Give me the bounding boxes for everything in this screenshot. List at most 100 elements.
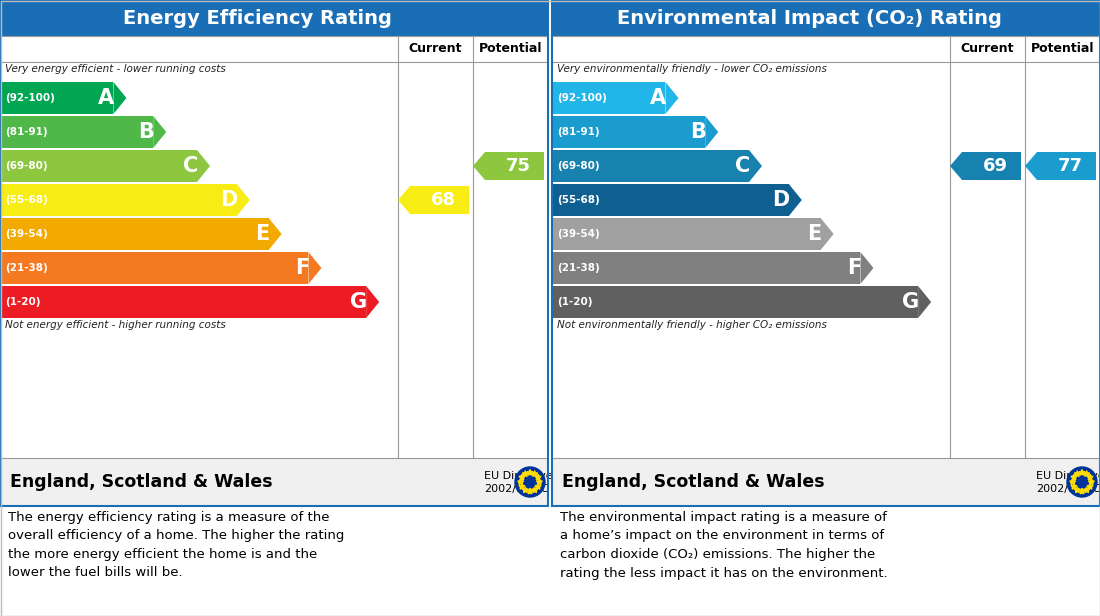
- Polygon shape: [236, 184, 250, 216]
- Bar: [0, 218, 268, 250]
- Text: E: E: [807, 224, 822, 244]
- Text: (1-20): (1-20): [557, 297, 593, 307]
- Text: 75: 75: [506, 157, 531, 175]
- Bar: [0, 82, 113, 114]
- Polygon shape: [1084, 471, 1090, 477]
- Text: EU Directive: EU Directive: [1036, 471, 1100, 481]
- Text: (69-80): (69-80): [557, 161, 600, 171]
- Text: (1-20): (1-20): [6, 297, 41, 307]
- Polygon shape: [918, 286, 932, 318]
- Text: F: F: [847, 258, 861, 278]
- Text: EU Directive: EU Directive: [484, 471, 553, 481]
- Text: Current: Current: [960, 43, 1014, 55]
- Text: (81-91): (81-91): [6, 127, 47, 137]
- Polygon shape: [1084, 487, 1090, 493]
- Text: D: D: [772, 190, 790, 210]
- Text: (39-54): (39-54): [557, 229, 600, 239]
- Text: (55-68): (55-68): [557, 195, 600, 205]
- Polygon shape: [366, 286, 379, 318]
- Text: (81-91): (81-91): [557, 127, 600, 137]
- Text: Very energy efficient - lower running costs: Very energy efficient - lower running co…: [6, 64, 225, 74]
- Polygon shape: [705, 116, 718, 148]
- Polygon shape: [398, 186, 469, 214]
- Text: Not environmentally friendly - higher CO₂ emissions: Not environmentally friendly - higher CO…: [557, 320, 827, 330]
- Text: B: B: [139, 122, 154, 142]
- Text: (69-80): (69-80): [6, 161, 47, 171]
- Polygon shape: [1069, 479, 1076, 485]
- Text: Energy Efficiency Rating: Energy Efficiency Rating: [123, 9, 392, 28]
- Polygon shape: [1087, 484, 1093, 489]
- Polygon shape: [1087, 474, 1093, 480]
- Polygon shape: [1075, 487, 1080, 493]
- Text: (39-54): (39-54): [6, 229, 47, 239]
- Polygon shape: [531, 471, 538, 477]
- Polygon shape: [518, 479, 524, 485]
- Bar: [552, 458, 1100, 506]
- Polygon shape: [527, 488, 534, 494]
- Bar: [0, 150, 197, 182]
- Text: England, Scotland & Wales: England, Scotland & Wales: [562, 473, 825, 491]
- Bar: [0, 458, 548, 506]
- Polygon shape: [527, 469, 534, 476]
- Polygon shape: [531, 487, 538, 493]
- Text: Current: Current: [409, 43, 462, 55]
- Text: Potential: Potential: [478, 43, 542, 55]
- Polygon shape: [666, 82, 679, 114]
- Text: 77: 77: [1058, 157, 1084, 175]
- Text: The environmental impact rating is a measure of
a home’s impact on the environme: The environmental impact rating is a mea…: [560, 511, 888, 580]
- Polygon shape: [113, 82, 127, 114]
- Text: (92-100): (92-100): [557, 93, 607, 103]
- Bar: [552, 150, 749, 182]
- Text: C: C: [183, 156, 198, 176]
- Text: A: A: [650, 88, 667, 108]
- Text: A: A: [98, 88, 114, 108]
- Text: England, Scotland & Wales: England, Scotland & Wales: [10, 473, 273, 491]
- Polygon shape: [535, 484, 541, 489]
- Text: Potential: Potential: [1031, 43, 1094, 55]
- Circle shape: [1067, 467, 1097, 497]
- Text: (92-100): (92-100): [6, 93, 55, 103]
- Polygon shape: [197, 150, 210, 182]
- Polygon shape: [1025, 152, 1096, 180]
- Polygon shape: [1079, 488, 1085, 494]
- Polygon shape: [153, 116, 166, 148]
- Text: Environmental Impact (CO₂) Rating: Environmental Impact (CO₂) Rating: [617, 9, 1002, 28]
- Bar: [0, 184, 236, 216]
- Polygon shape: [1088, 479, 1094, 485]
- Bar: [0, 0, 548, 506]
- Polygon shape: [860, 252, 873, 284]
- Bar: [0, 0, 548, 506]
- Text: G: G: [902, 292, 920, 312]
- Polygon shape: [749, 150, 762, 182]
- Text: Very environmentally friendly - lower CO₂ emissions: Very environmentally friendly - lower CO…: [557, 64, 827, 74]
- Bar: [0, 286, 366, 318]
- Circle shape: [515, 467, 544, 497]
- Bar: [552, 0, 1100, 36]
- Polygon shape: [268, 218, 282, 250]
- Text: 69: 69: [983, 157, 1008, 175]
- Polygon shape: [789, 184, 802, 216]
- Polygon shape: [473, 152, 544, 180]
- Polygon shape: [522, 487, 528, 493]
- Bar: [552, 184, 789, 216]
- Bar: [0, 0, 548, 36]
- Polygon shape: [522, 471, 528, 477]
- Text: The energy efficiency rating is a measure of the
overall efficiency of a home. T: The energy efficiency rating is a measur…: [8, 511, 344, 580]
- Text: (21-38): (21-38): [557, 263, 600, 273]
- Bar: [552, 0, 1100, 506]
- Text: 2002/91/EC: 2002/91/EC: [484, 484, 549, 494]
- Bar: [552, 252, 860, 284]
- Text: B: B: [691, 122, 706, 142]
- Polygon shape: [535, 474, 541, 480]
- Bar: [552, 82, 666, 114]
- Text: E: E: [255, 224, 270, 244]
- Polygon shape: [1071, 484, 1077, 489]
- Polygon shape: [1071, 474, 1077, 480]
- Polygon shape: [537, 479, 542, 485]
- Bar: [552, 286, 918, 318]
- Polygon shape: [821, 218, 834, 250]
- Polygon shape: [1075, 471, 1080, 477]
- Text: F: F: [295, 258, 309, 278]
- Text: (55-68): (55-68): [6, 195, 47, 205]
- Bar: [0, 116, 153, 148]
